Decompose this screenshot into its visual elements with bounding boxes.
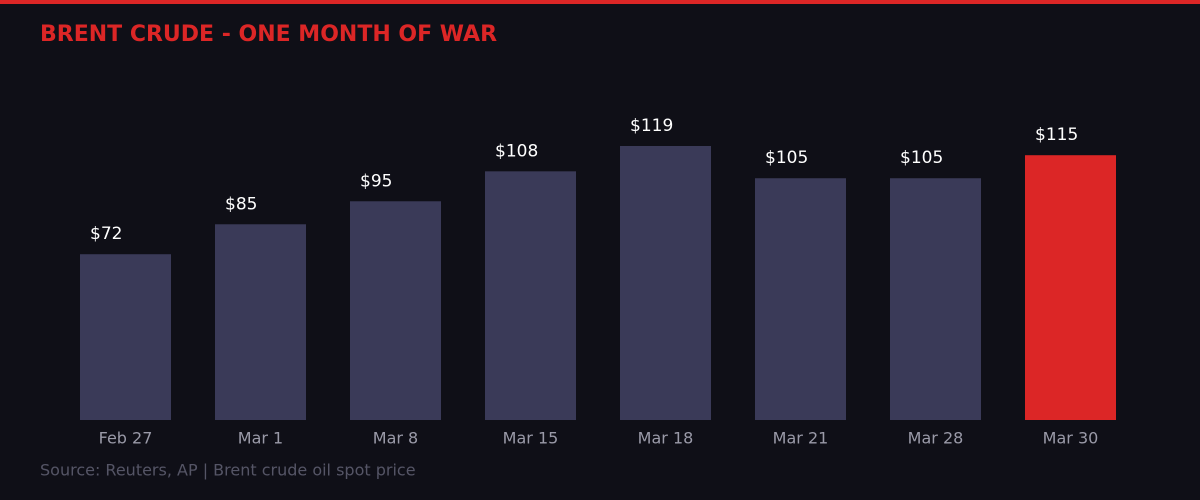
bar	[890, 178, 981, 420]
x-tick-label: Mar 18	[638, 429, 694, 448]
bar	[485, 171, 576, 420]
value-label: $95	[360, 171, 392, 191]
value-label: $85	[225, 194, 257, 214]
value-label: $72	[90, 224, 122, 244]
bar	[755, 178, 846, 420]
bar	[350, 201, 441, 420]
bar	[215, 224, 306, 420]
top-stripe	[0, 0, 1200, 4]
value-label: $115	[1035, 125, 1078, 145]
x-tick-label: Mar 1	[238, 429, 283, 448]
bar	[80, 254, 171, 420]
bar	[1025, 155, 1116, 420]
x-tick-label: Mar 15	[503, 429, 559, 448]
x-tick-label: Mar 21	[773, 429, 829, 448]
source-note: Source: Reuters, AP | Brent crude oil sp…	[40, 461, 416, 480]
x-tick-label: Mar 30	[1043, 429, 1099, 448]
value-label: $119	[630, 116, 673, 136]
bar	[620, 146, 711, 420]
x-tick-label: Feb 27	[99, 429, 153, 448]
value-label: $105	[765, 148, 808, 168]
x-tick-label: Mar 28	[908, 429, 964, 448]
value-label: $105	[900, 148, 943, 168]
value-label: $108	[495, 141, 538, 161]
chart-title: BRENT CRUDE - ONE MONTH OF WAR	[40, 22, 497, 47]
x-tick-label: Mar 8	[373, 429, 418, 448]
